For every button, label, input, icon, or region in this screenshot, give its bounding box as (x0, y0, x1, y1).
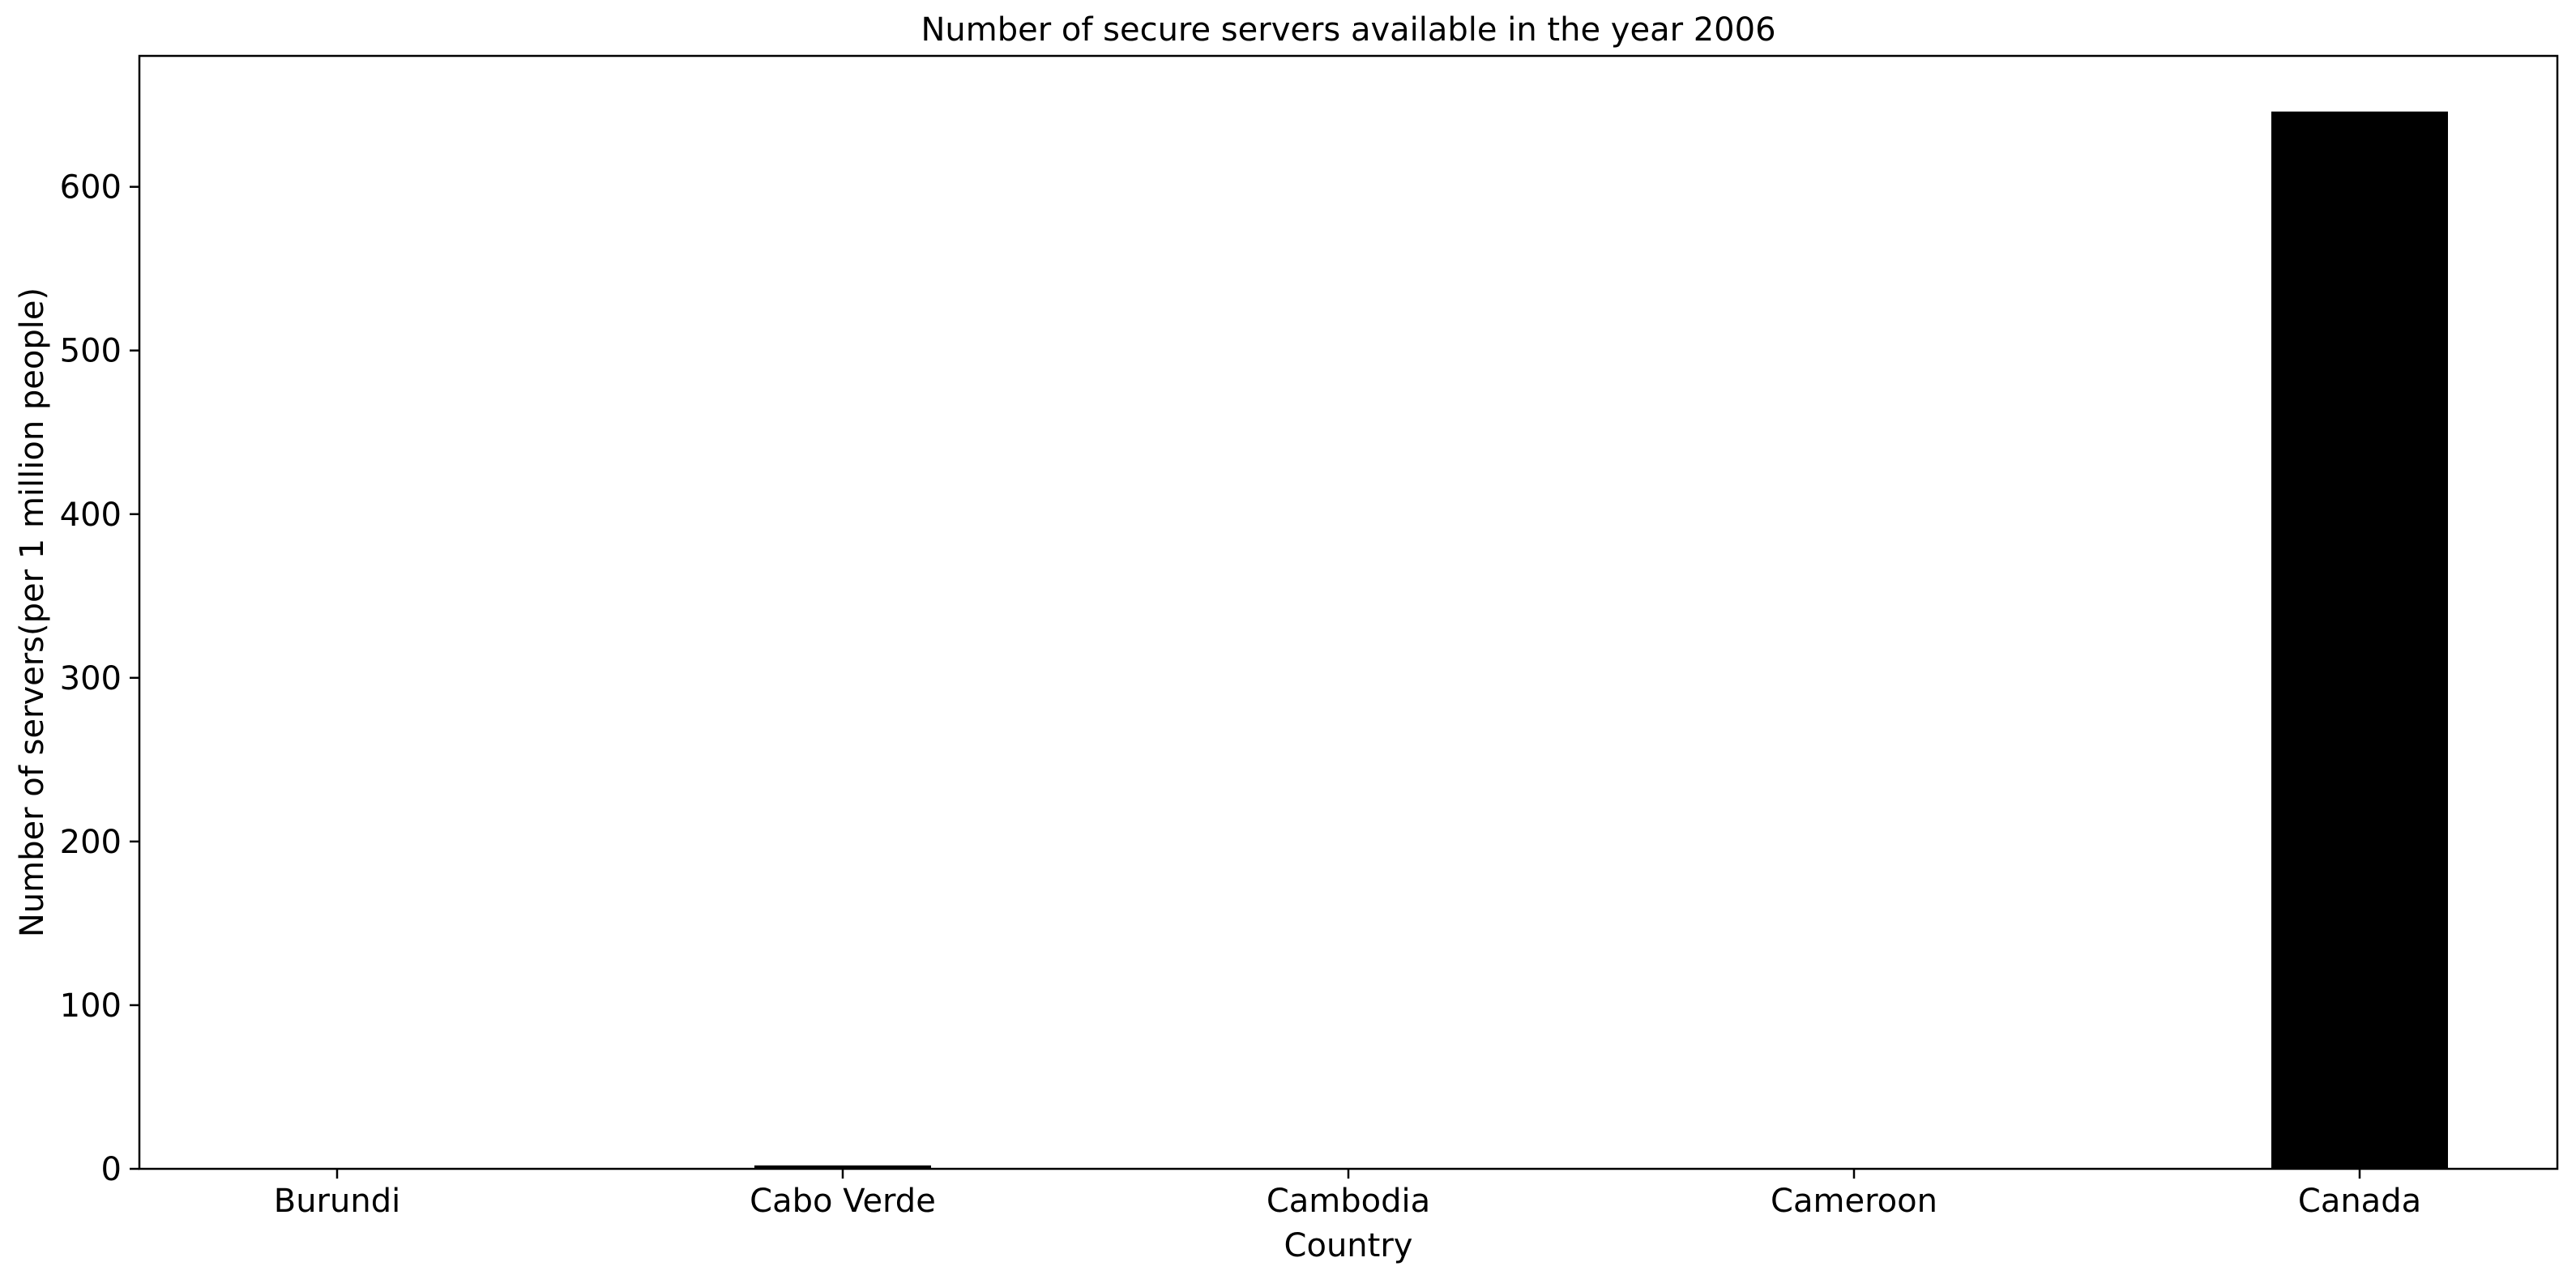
x-axis-ticks: Burundi Cabo Verde Cambodia Cameroon Canada (274, 1169, 2421, 1220)
bars-group (249, 111, 2448, 1170)
y-tick-label: 0 (101, 1151, 122, 1188)
plot-frame (138, 54, 2559, 1170)
x-tick-label: Burundi (274, 1183, 400, 1220)
y-tick-label: 100 (60, 987, 122, 1025)
chart-title: Number of secure servers available in th… (921, 11, 1775, 49)
x-tick-label: Cameroon (1771, 1183, 1937, 1220)
x-tick-label: Cabo Verde (750, 1183, 936, 1220)
y-tick-label: 300 (60, 660, 122, 697)
bar-canada (2271, 111, 2448, 1170)
y-tick-label: 500 (60, 333, 122, 370)
x-tick-label: Cambodia (1267, 1183, 1430, 1220)
y-tick-label: 400 (60, 497, 122, 534)
x-tick-label: Canada (2298, 1183, 2421, 1220)
y-tick-label: 600 (60, 169, 122, 207)
bar-cabo-verde (754, 1165, 931, 1169)
y-axis-ticks: 0 100 200 300 400 500 600 (60, 169, 139, 1188)
y-tick-label: 200 (60, 824, 122, 861)
x-axis-label: Country (1284, 1227, 1413, 1264)
y-axis-label: Number of servers(per 1 million people) (14, 288, 51, 937)
